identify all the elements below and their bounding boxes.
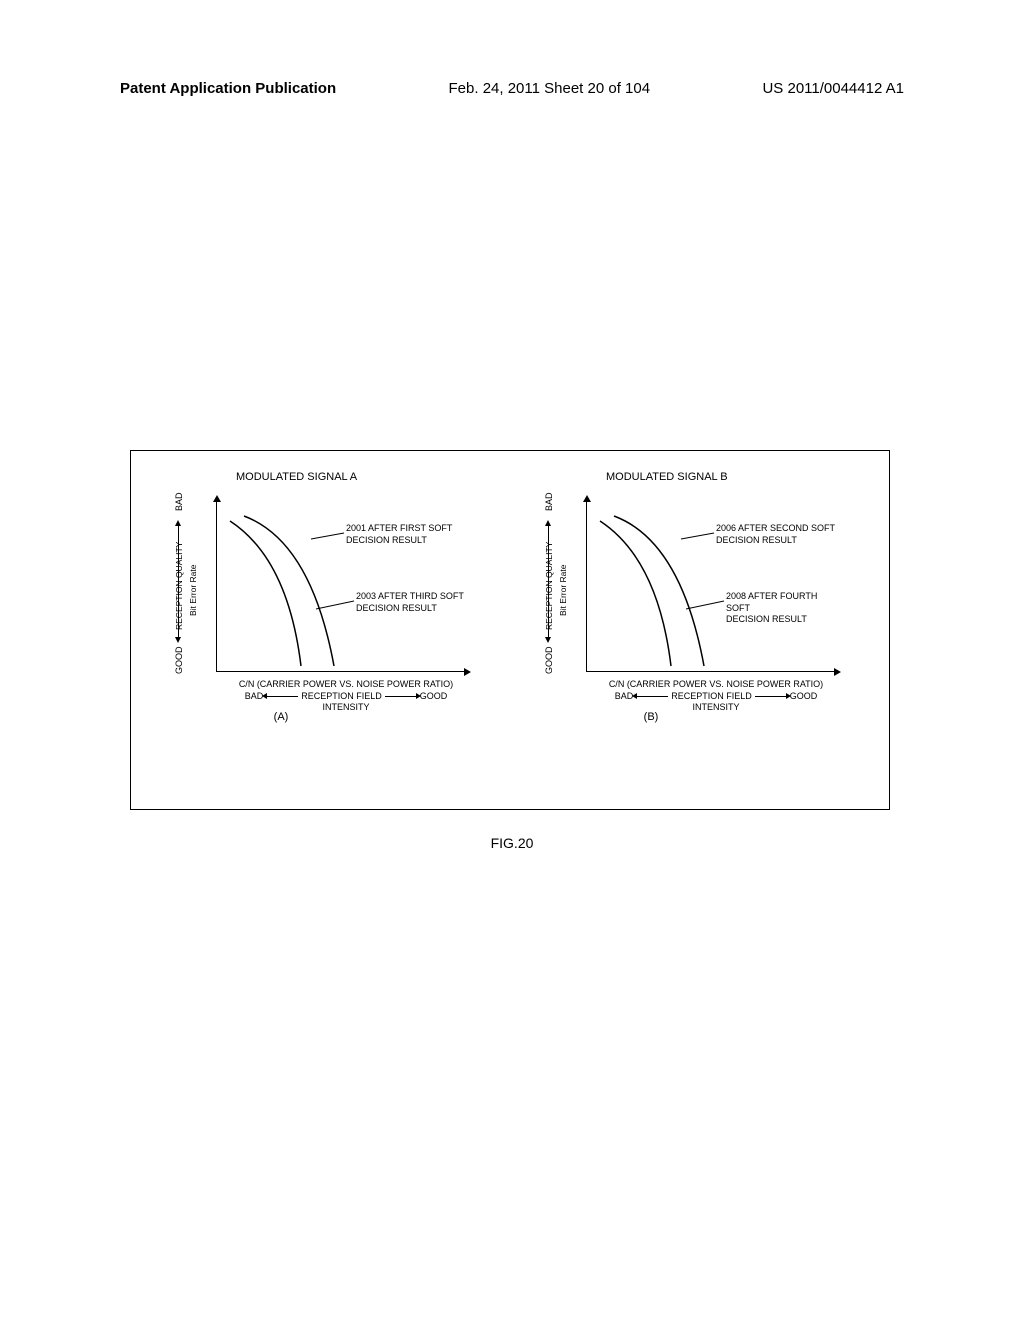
header-center: Feb. 24, 2011 Sheet 20 of 104 xyxy=(449,80,651,97)
curve-a-2 xyxy=(230,521,301,666)
y-range-arrow-up-a xyxy=(175,520,181,526)
y-main-a: RECEPTION QUALITY xyxy=(174,542,184,630)
lead-a-2 xyxy=(316,601,354,609)
x-axis-a xyxy=(216,671,466,672)
chart-b-title: MODULATED SIGNAL B xyxy=(606,471,728,483)
curve-b-2 xyxy=(600,521,671,666)
x-axis-b xyxy=(586,671,836,672)
curve-a-1 xyxy=(244,516,334,666)
x-labels-a: C/N (CARRIER POWER VS. NOISE POWER RATIO… xyxy=(216,679,476,712)
curve-label-b-1: 2006 AFTER SECOND SOFT DECISION RESULT xyxy=(716,523,835,546)
x-bad-b: BAD xyxy=(615,691,634,701)
x-labels-b: C/N (CARRIER POWER VS. NOISE POWER RATIO… xyxy=(586,679,846,712)
y-good-b: GOOD xyxy=(544,646,554,674)
curve-b-1 xyxy=(614,516,704,666)
figure-container: MODULATED SIGNAL A GOOD BAD RECEPTION QU… xyxy=(130,450,890,810)
y-main-b: RECEPTION QUALITY xyxy=(544,542,554,630)
y-sub-b: Bit Error Rate xyxy=(558,565,568,617)
x-arrow-left-a xyxy=(266,696,298,697)
x-bad-a: BAD xyxy=(245,691,264,701)
header-right: US 2011/0044412 A1 xyxy=(762,80,904,97)
x-arrow-right-a xyxy=(385,696,417,697)
x-cn-a: C/N (CARRIER POWER VS. NOISE POWER RATIO… xyxy=(216,679,476,689)
x-cn-b: C/N (CARRIER POWER VS. NOISE POWER RATIO… xyxy=(586,679,846,689)
y-good-a: GOOD xyxy=(174,646,184,674)
x-arrow-right-b xyxy=(755,696,787,697)
x-good-a: GOOD xyxy=(420,691,448,701)
y-bad-b: BAD xyxy=(544,492,554,511)
lead-a-1 xyxy=(311,533,344,539)
y-sub-a: Bit Error Rate xyxy=(188,565,198,617)
sub-label-a: (A) xyxy=(141,711,421,723)
y-bad-a: BAD xyxy=(174,492,184,511)
curve-label-b-2: 2008 AFTER FOURTH SOFT DECISION RESULT xyxy=(726,591,836,626)
plot-area-b: 2006 AFTER SECOND SOFT DECISION RESULT 2… xyxy=(586,501,836,671)
figure-caption: FIG.20 xyxy=(0,835,1024,851)
curve-label-a-1: 2001 AFTER FIRST SOFT DECISION RESULT xyxy=(346,523,452,546)
curve-label-text-b-1: 2006 AFTER SECOND SOFT DECISION RESULT xyxy=(716,523,835,545)
page-header: Patent Application Publication Feb. 24, … xyxy=(0,80,1024,97)
x-goodbad-a: BAD RECEPTION FIELD GOOD xyxy=(216,691,476,701)
x-field-b: RECEPTION FIELD xyxy=(671,691,752,701)
curve-label-a-2: 2003 AFTER THIRD SOFT DECISION RESULT xyxy=(356,591,464,614)
lead-b-1 xyxy=(681,533,714,539)
curve-label-text-a-2: 2003 AFTER THIRD SOFT DECISION RESULT xyxy=(356,591,464,613)
y-range-arrow-down-a xyxy=(175,637,181,643)
chart-a-title: MODULATED SIGNAL A xyxy=(236,471,357,483)
curve-label-text-b-2: 2008 AFTER FOURTH SOFT DECISION RESULT xyxy=(726,591,817,624)
lead-b-2 xyxy=(686,601,724,609)
y-range-arrow-down-b xyxy=(545,637,551,643)
y-axis-labels-b: GOOD BAD RECEPTION QUALITY Bit Error Rat… xyxy=(544,496,574,676)
x-goodbad-b: BAD RECEPTION FIELD GOOD xyxy=(586,691,846,701)
header-left: Patent Application Publication xyxy=(120,80,336,97)
x-field-a: RECEPTION FIELD xyxy=(301,691,382,701)
plot-area-a: 2001 AFTER FIRST SOFT DECISION RESULT 20… xyxy=(216,501,466,671)
x-arrow-left-b xyxy=(636,696,668,697)
chart-b: MODULATED SIGNAL B GOOD BAD RECEPTION QU… xyxy=(511,471,871,781)
x-good-b: GOOD xyxy=(790,691,818,701)
y-range-arrow-up-b xyxy=(545,520,551,526)
curve-label-text-a-1: 2001 AFTER FIRST SOFT DECISION RESULT xyxy=(346,523,452,545)
sub-label-b: (B) xyxy=(511,711,791,723)
y-axis-labels-a: GOOD BAD RECEPTION QUALITY Bit Error Rat… xyxy=(174,496,204,676)
chart-a: MODULATED SIGNAL A GOOD BAD RECEPTION QU… xyxy=(141,471,501,781)
